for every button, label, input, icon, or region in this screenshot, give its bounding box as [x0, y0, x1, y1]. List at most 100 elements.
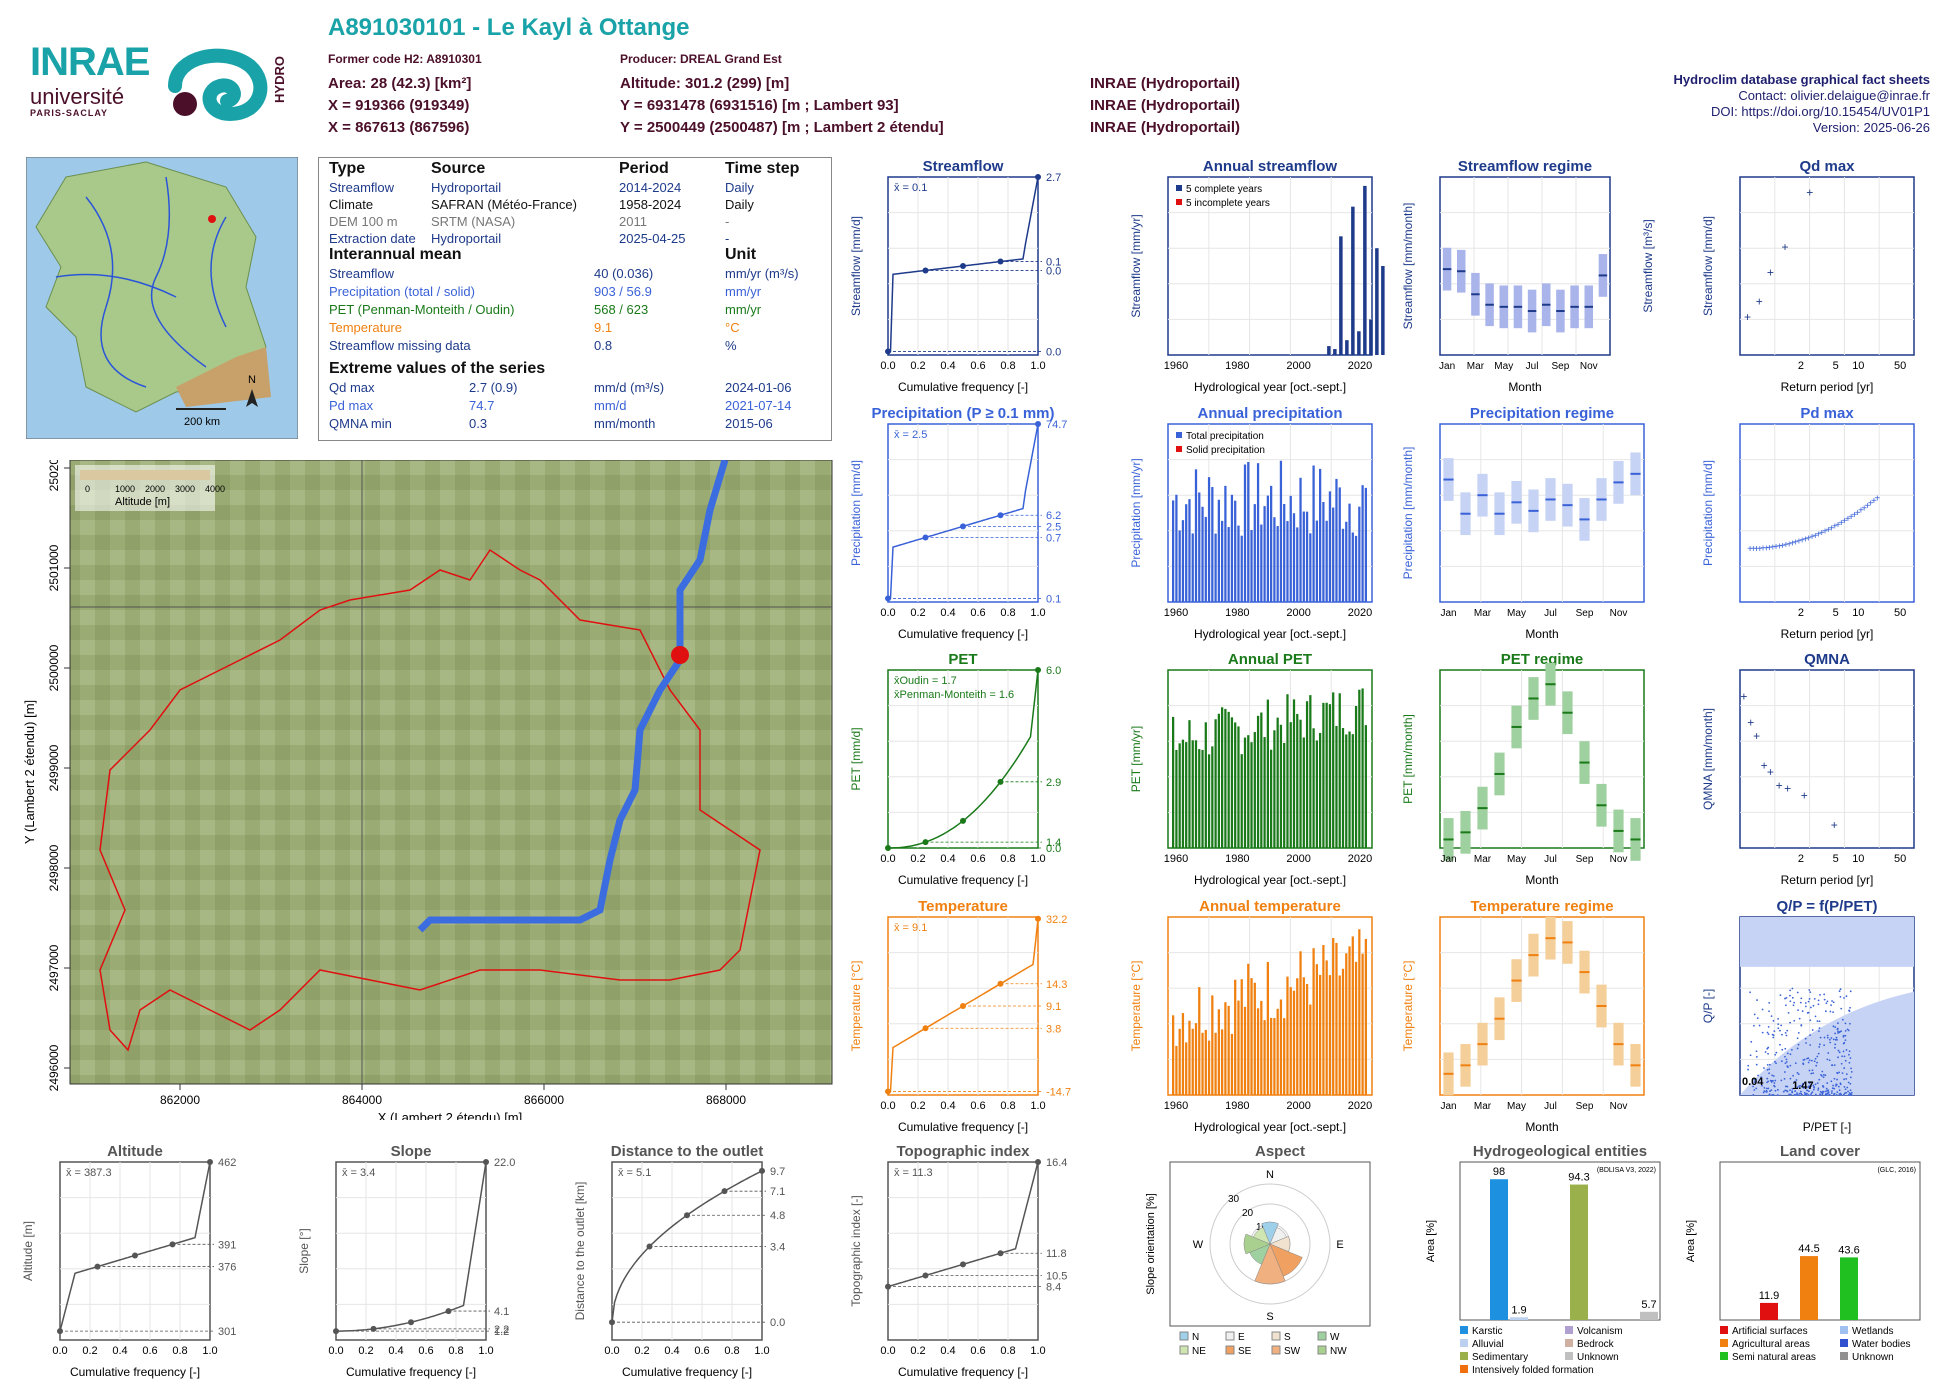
aspect-sector: [1261, 1221, 1279, 1245]
data-point: +: [1796, 537, 1802, 548]
legend-entry: Unknown: [1852, 1352, 1894, 1363]
xtick: 2000: [1286, 853, 1310, 865]
scatter-dot: [1779, 1043, 1781, 1046]
scatter-dot: [1789, 1000, 1792, 1003]
right-tick: 8.4: [1046, 1282, 1061, 1294]
xtick: 1.0: [1030, 607, 1045, 619]
chart-title: QMNA: [1804, 651, 1850, 668]
bar: [1305, 511, 1309, 602]
scatter-dot: [1784, 1062, 1787, 1065]
direction-label: N: [1266, 1169, 1274, 1181]
altitude: Altitude: 301.2 (299) [m]: [620, 75, 790, 92]
bar: [1270, 485, 1273, 602]
scatter-dot: [1848, 1094, 1851, 1096]
bar: [1276, 1008, 1279, 1095]
bar: [1361, 953, 1364, 1095]
ylabel: PET [mm/month]: [1401, 714, 1415, 804]
bar: [1381, 266, 1385, 355]
data-point: +: [1803, 535, 1809, 546]
mean-label: x̄Oudin = 1.7: [894, 675, 957, 687]
chart-streamflow: Streamflow Cumulative frequency [-] Stream…: [849, 158, 1061, 394]
scatter-dot: [1814, 1057, 1817, 1060]
ylabel: Precipitation [mm/month]: [1401, 447, 1415, 580]
scatter-dot: [1777, 1023, 1780, 1026]
chart-slope: Slope Cumulative frequency [-] Slope [°] 0.…: [297, 1143, 515, 1379]
mean-value: 568 / 623: [594, 302, 649, 317]
mean-label: Streamflow missing data: [329, 338, 471, 353]
map-xtick: 866000: [524, 1093, 564, 1107]
scatter-dot: [1813, 1060, 1816, 1063]
legend-tick: 4000: [205, 484, 225, 494]
mean-unit: %: [725, 338, 737, 353]
xtick: 0.2: [910, 853, 925, 865]
bar: [1345, 953, 1348, 1095]
right-tick: 9.7: [770, 1166, 785, 1178]
scatter-dot: [1766, 1068, 1769, 1071]
right-tick: 2.5: [1046, 521, 1061, 533]
month-tick: Sep: [1552, 361, 1570, 372]
bar: [1175, 494, 1178, 602]
xtick: 1.0: [1030, 360, 1045, 372]
bar: [1338, 693, 1341, 848]
data-point: +: [1868, 498, 1874, 509]
bar: [1361, 485, 1364, 602]
xtick: 0.8: [1000, 360, 1015, 372]
plot-frame: [887, 1161, 1039, 1341]
chart-altitude: Altitude Cumulative frequency [-] Altitude…: [21, 1143, 236, 1379]
scatter-dot: [1842, 1035, 1845, 1038]
right-tick: 462: [218, 1157, 236, 1169]
outlet-marker: [671, 646, 689, 664]
chart-title: Altitude: [107, 1143, 163, 1160]
map-ytick: 2502000: [47, 460, 61, 491]
scatter-dot: [1848, 1009, 1850, 1012]
bar: [1348, 503, 1351, 602]
bar: [1250, 742, 1253, 848]
scatter-dot: [1830, 1092, 1833, 1094]
bar: [1185, 742, 1188, 848]
right-tick: 22.0: [494, 1157, 515, 1169]
bar: [1319, 732, 1322, 848]
chart-annual_precip: Annual precipitation Hydrological year [o…: [1129, 405, 1373, 641]
bar: [1191, 740, 1194, 848]
scatter-dot: [1845, 995, 1848, 998]
scatter-dot: [1843, 1085, 1846, 1088]
right-tick: 0.0: [1046, 265, 1061, 277]
scatter-dot: [1771, 1094, 1774, 1096]
bar: [1490, 1179, 1508, 1320]
bar: [1339, 236, 1343, 355]
month-tick: Sep: [1576, 608, 1594, 619]
north-arrow-icon: [246, 389, 258, 407]
scatter-dot: [1762, 1091, 1765, 1094]
scatter-dot: [1841, 1072, 1844, 1075]
scatter-dot: [1823, 998, 1826, 1001]
bar: [1335, 725, 1338, 848]
data-point: +: [1812, 531, 1818, 542]
scatter-dot: [1779, 1029, 1781, 1032]
xlabel: Month: [1525, 873, 1558, 887]
bar: [1234, 979, 1237, 1095]
scatter-dot: [1772, 1094, 1775, 1096]
bar: [1325, 520, 1328, 602]
bar: [1351, 206, 1355, 355]
bar: [1305, 701, 1309, 848]
bar: [1348, 946, 1351, 1095]
bar: [1207, 477, 1211, 602]
scatter-dot: [1769, 1079, 1772, 1082]
scatter-dot: [1813, 997, 1816, 1000]
right-tick: 7.1: [770, 1186, 785, 1198]
bar: [1217, 499, 1220, 602]
chart-hydrogeo: Hydrogeological entities (BDLISA V3, 2022…: [1425, 1143, 1661, 1376]
bar: [1312, 465, 1315, 602]
scatter-dot: [1774, 1053, 1777, 1056]
scatter-dot: [1849, 1076, 1852, 1079]
data-point: +: [1789, 539, 1795, 550]
bar: [1332, 938, 1335, 1095]
xtick: 0.8: [172, 1345, 187, 1357]
h-step: Time step: [725, 160, 800, 177]
scatter-dot: [1837, 1030, 1839, 1033]
scatter-dot: [1774, 1079, 1777, 1082]
scatter-dot: [1823, 1044, 1826, 1047]
data-point: +: [1754, 544, 1760, 555]
scatter-dot: [1833, 1092, 1836, 1095]
chart-title: Precipitation (P ≥ 0.1 mm): [871, 405, 1054, 422]
